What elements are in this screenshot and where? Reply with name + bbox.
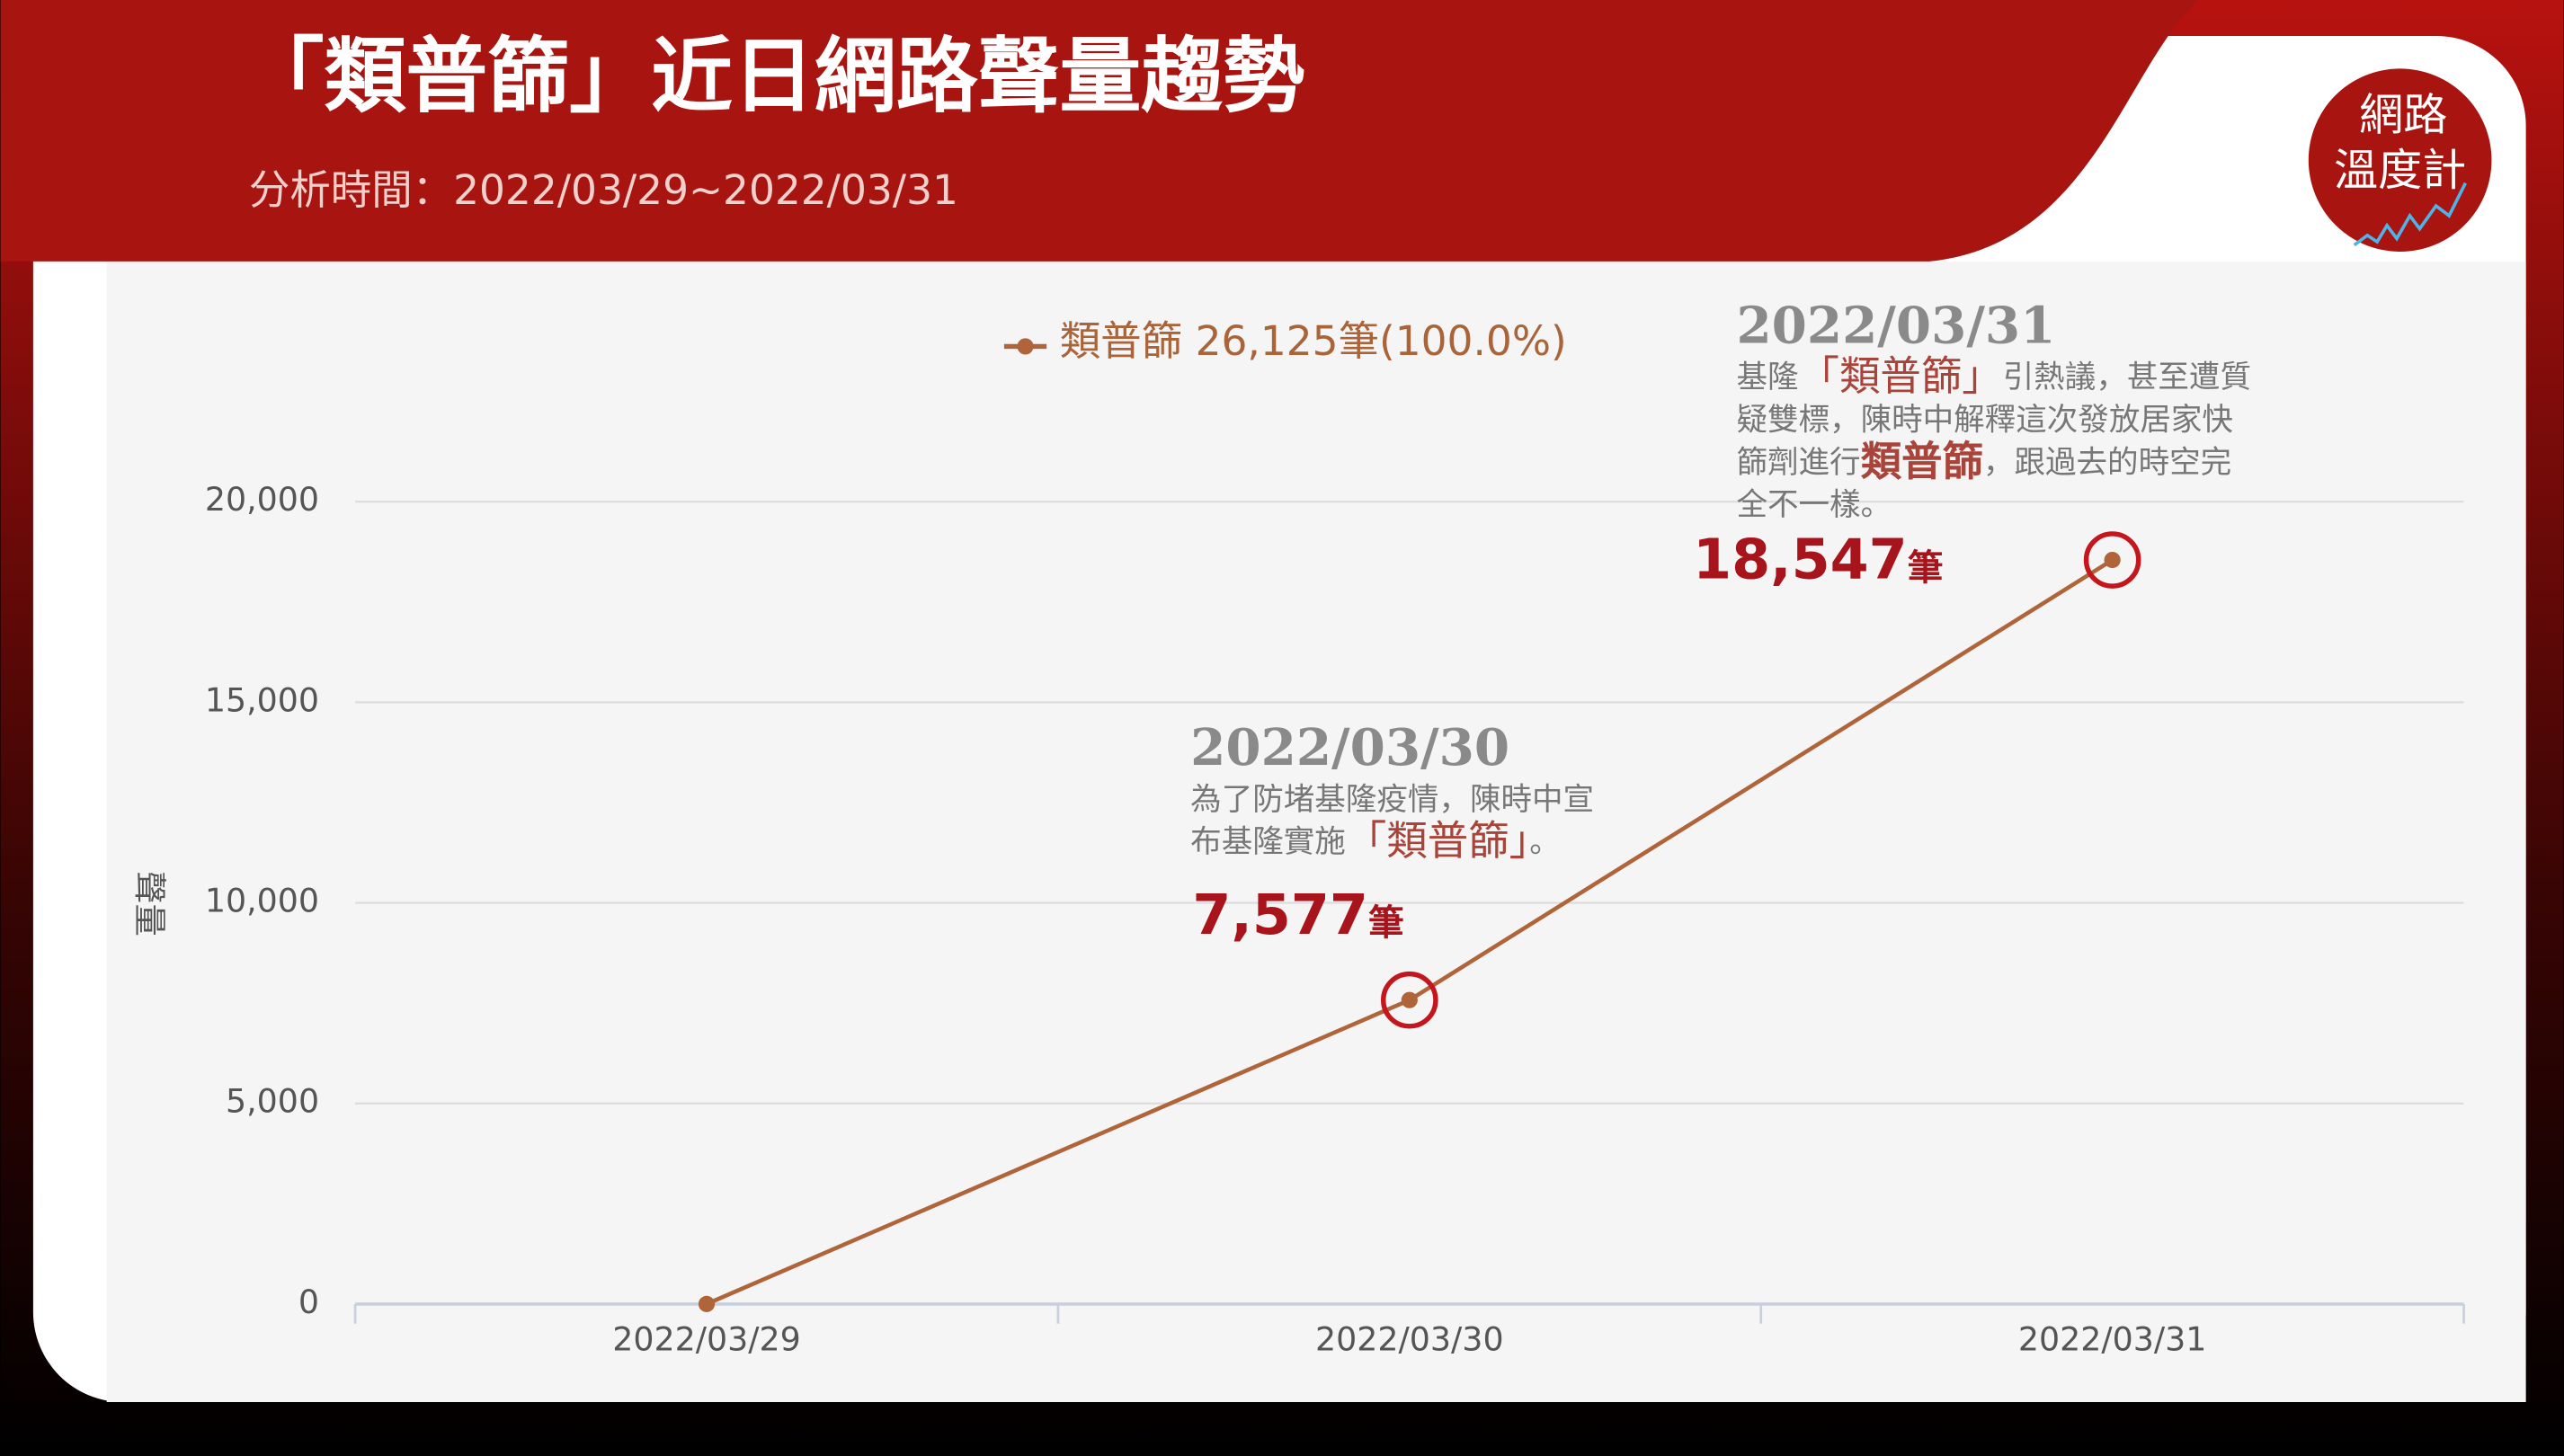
x-tick-label: 2022/03/29 [612,1320,801,1359]
annotation-segment: 引熱議，甚至遭質 [2003,360,2251,395]
y-tick-label: 20,000 [205,480,319,519]
y-tick-label: 0 [298,1283,319,1321]
annotation-text: 基隆「類普篩」引熱議，甚至遭質 [1736,352,2251,400]
legend-name: 類普篩 [1060,316,1182,364]
x-tick-label: 2022/03/30 [1315,1320,1504,1359]
point [1401,991,1418,1008]
point [698,1295,716,1312]
annotation-segment: 疑雙標，陳時中解釋這次發放居家快 [1736,402,2233,438]
plot-background [106,261,2526,1403]
annotation-segment: 全不一樣。 [1736,487,1892,523]
value-number: 7,577 [1192,883,1367,947]
annotation-segment: ，跟過去的時空完 [1983,444,2231,480]
value-unit: 筆 [1908,547,1944,589]
highlight-ring [2083,531,2141,589]
annotation-date: 2022/03/31 [1736,296,2055,355]
annotation-segment: 類普篩 [1861,437,1983,484]
legend-marker [1017,338,1034,355]
annotation-segment: 布基隆實施 [1190,824,1346,860]
annotation-text: 全不一樣。 [1736,487,1892,523]
logo-spark [2353,182,2467,247]
logo-text: 網路 [2359,88,2447,140]
y-tick-label: 15,000 [205,680,319,719]
y-tick-label: 10,000 [205,882,319,920]
subtitle: 分析時間：2022/03/29~2022/03/31 [249,166,958,214]
value-label: 18,547筆 [1693,528,1943,592]
annotation-segment: 「類普篩」 [1799,352,2003,400]
annotation-text: 篩劑進行類普篩，跟過去的時空完 [1736,437,2231,484]
title: 「類普篩」近日網路聲量趨勢 [243,30,1305,124]
annotation-segment: 為了防堵基隆疫情，陳時中宣 [1190,781,1594,817]
annotation-segment: 。 [1529,824,1561,860]
value-number: 18,547 [1693,528,1907,592]
highlight-ring [1381,971,1438,1029]
annotation-date: 2022/03/30 [1190,718,1509,777]
annotation-segment: 篩劑進行 [1736,444,1860,480]
annotation-segment: 「類普篩」 [1346,817,1529,865]
value-label: 7,577筆 [1192,883,1403,947]
legend-note: 26,125筆(100.0%) [1196,316,1567,364]
x-tick-label: 2022/03/31 [2018,1320,2207,1359]
annotation-text: 疑雙標，陳時中解釋這次發放居家快 [1736,402,2233,438]
value-unit: 筆 [1368,902,1404,944]
annotation-text: 為了防堵基隆疫情，陳時中宣 [1190,781,1594,817]
y-axis-label: 聲量 [130,871,169,937]
y-tick-label: 5,000 [226,1082,319,1121]
point [2104,551,2121,569]
header-band [0,0,2200,262]
logo-circle [2308,68,2492,252]
legend-text: 類普篩 26,125筆(100.0%) [1060,316,1567,364]
logo-text: 溫度計 [2334,144,2466,196]
annotation-text: 布基隆實施「類普篩」。 [1190,817,1561,865]
annotation-segment: 基隆 [1736,360,1798,395]
